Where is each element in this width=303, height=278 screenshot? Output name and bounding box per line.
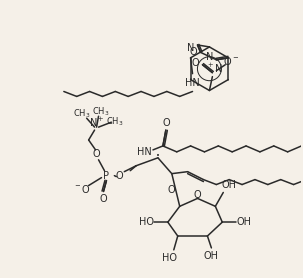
Text: •: • — [156, 153, 160, 159]
Text: OH: OH — [204, 251, 219, 261]
Text: O: O — [192, 58, 199, 68]
Text: N$^+$: N$^+$ — [89, 116, 104, 129]
Text: CH$_3$: CH$_3$ — [73, 108, 91, 120]
Text: O: O — [168, 185, 176, 195]
Text: CH$_3$: CH$_3$ — [92, 105, 109, 118]
Text: OH: OH — [222, 180, 237, 190]
Text: HO: HO — [138, 217, 154, 227]
Text: $^-$O: $^-$O — [73, 183, 91, 195]
Text: O: O — [93, 149, 100, 159]
Text: HN: HN — [185, 78, 200, 88]
Text: HO: HO — [162, 253, 177, 263]
Text: O: O — [100, 194, 107, 204]
Text: N: N — [187, 43, 194, 53]
Text: O$^-$: O$^-$ — [223, 55, 239, 67]
Text: O: O — [115, 171, 123, 181]
Text: $^+$N: $^+$N — [206, 62, 223, 75]
Text: HN: HN — [137, 147, 152, 157]
Text: O: O — [190, 47, 198, 57]
Text: P: P — [103, 171, 109, 181]
Text: CH$_3$: CH$_3$ — [106, 116, 123, 128]
Text: O: O — [162, 118, 170, 128]
Text: N: N — [206, 52, 213, 62]
Text: O: O — [194, 190, 201, 200]
Text: OH: OH — [237, 217, 251, 227]
